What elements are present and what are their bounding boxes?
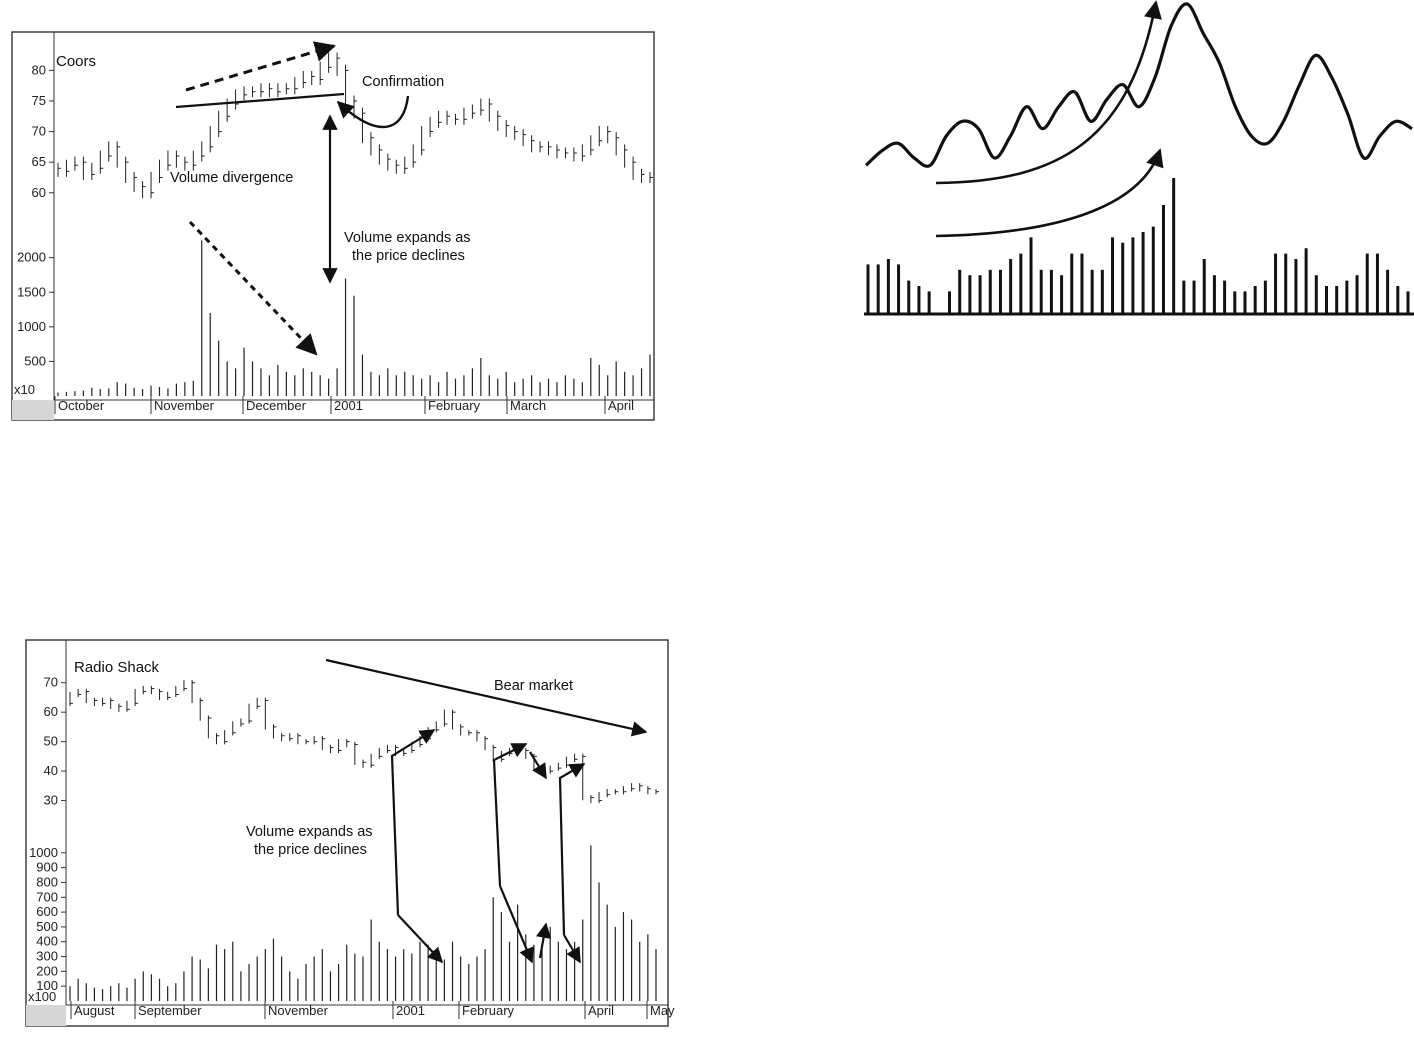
coors-title: Coors xyxy=(56,53,96,70)
rs-price-tick-label: 30 xyxy=(44,793,58,808)
coors-price-tick-label: 65 xyxy=(32,154,46,169)
coors-volume-tick-label: 1500 xyxy=(17,284,46,299)
rs-volume-tick-label: 500 xyxy=(36,919,58,934)
rs-volume-tick-label: 700 xyxy=(36,889,58,904)
rs-volume-tick-label: 200 xyxy=(36,963,58,978)
coors-price-tick-label: 80 xyxy=(32,62,46,77)
rs-connector-arrow-4 xyxy=(536,922,552,959)
coors-month-label: December xyxy=(246,398,307,413)
rs-volume-bars xyxy=(69,845,657,1001)
coors-price-bars xyxy=(57,52,653,199)
rs-month-label: November xyxy=(268,1003,329,1018)
rs-title: Radio Shack xyxy=(74,659,160,676)
coors-support-line xyxy=(175,92,345,109)
rs-connector-arrow-3 xyxy=(529,751,547,780)
rs-price-tick-label: 50 xyxy=(44,734,58,749)
rs-month-label: August xyxy=(74,1003,115,1018)
rs-volume-tick-label: 600 xyxy=(36,904,58,919)
rs-bear-market-label: Bear market xyxy=(494,678,573,694)
coors-month-labels: October November December 2001 February March… xyxy=(54,396,634,414)
coors-month-label: April xyxy=(608,398,634,413)
schematic-volume-arrow xyxy=(935,148,1164,238)
rs-connector-arrow-1-down xyxy=(397,914,444,964)
coors-month-label: October xyxy=(58,398,105,413)
rs-volume-tick-label: 300 xyxy=(36,949,58,964)
rs-volume-tick-label: 100 xyxy=(36,978,58,993)
rs-month-label: April xyxy=(588,1003,614,1018)
rs-month-label: 2001 xyxy=(396,1003,425,1018)
coors-confirmation-label: Confirmation xyxy=(362,74,444,90)
rs-expands-label-line1: Volume expands as xyxy=(246,824,373,840)
rs-month-label: September xyxy=(138,1003,202,1018)
coors-frame xyxy=(11,31,655,421)
coors-price-tick-label: 70 xyxy=(32,124,46,139)
rs-price-tick-label: 60 xyxy=(44,704,58,719)
rs-month-labels: August September November 2001 February April… xyxy=(70,1001,675,1019)
coors-price-tick-label: 60 xyxy=(32,185,46,200)
rs-volume-tick-label: 900 xyxy=(36,860,58,875)
coors-divergence-arrow xyxy=(188,220,318,356)
coors-price-ticks: 80 75 70 65 60 xyxy=(32,62,54,200)
coors-month-label: March xyxy=(510,398,546,413)
coors-corner-shade xyxy=(12,400,54,420)
coors-expands-label-line1: Volume expands as xyxy=(344,230,471,246)
rs-corner-shade xyxy=(26,1005,66,1026)
schematic-price-arrow xyxy=(935,0,1162,185)
coors-volume-tick-label: 500 xyxy=(24,353,46,368)
coors-chart: Coors x10 80 75 70 65 60 2000 1500 1000 500 Oct… xyxy=(11,31,655,421)
coors-price-tick-label: 75 xyxy=(32,93,46,108)
coors-divergence-label: Volume divergence xyxy=(170,170,293,186)
coors-month-label: February xyxy=(428,398,481,413)
rs-connector-arrow-5-up xyxy=(558,763,586,936)
rs-volume-tick-label: 1000 xyxy=(29,845,58,860)
coors-expands-label-line2: the price declines xyxy=(352,248,465,264)
rs-connector-arrow-1-up xyxy=(390,729,436,916)
rs-connector-arrow-5-down xyxy=(563,934,581,964)
rs-connector-arrow-2-up xyxy=(492,743,528,887)
rs-volume-tick-label: 800 xyxy=(36,874,58,889)
coors-month-label: November xyxy=(154,398,215,413)
coors-volume-bars xyxy=(57,240,651,396)
coors-volume-tick-label: 1000 xyxy=(17,319,46,334)
rs-volume-tick-label: 400 xyxy=(36,934,58,949)
coors-month-label: 2001 xyxy=(334,398,363,413)
coors-confirmation-arrow xyxy=(336,95,410,129)
coors-volume-tick-label: 2000 xyxy=(17,250,46,265)
schematic-price-wave xyxy=(864,2,1413,168)
coors-volume-multiplier: x10 xyxy=(14,382,35,397)
rs-volume-multiplier: x100 xyxy=(28,989,56,1004)
rs-price-tick-label: 70 xyxy=(44,675,58,690)
rs-price-bars xyxy=(69,680,659,804)
rs-connector-arrow-2-down xyxy=(498,885,534,964)
schematic-volume-bars xyxy=(866,178,1410,313)
rs-expands-label-line2: the price declines xyxy=(254,842,367,858)
coors-volume-ticks: 2000 1500 1000 500 xyxy=(17,250,54,368)
rs-month-label: February xyxy=(462,1003,515,1018)
schematic-chart xyxy=(864,0,1414,316)
rs-month-label: May xyxy=(650,1003,675,1018)
rs-bear-market-arrow xyxy=(325,658,648,737)
rs-price-tick-label: 40 xyxy=(44,763,58,778)
coors-rising-trend-arrow xyxy=(185,41,337,92)
rs-price-ticks: 70 60 50 40 30 xyxy=(44,675,66,808)
rs-frame xyxy=(25,639,669,1027)
